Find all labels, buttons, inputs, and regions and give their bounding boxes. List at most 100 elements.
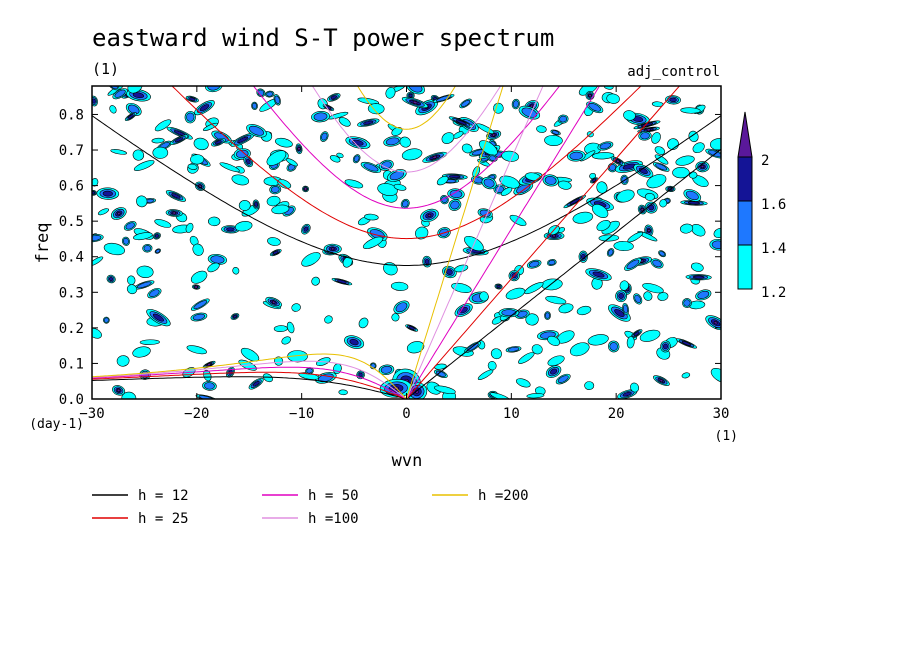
contour-blob bbox=[274, 137, 293, 148]
contour-blob bbox=[569, 151, 584, 161]
contour-blob bbox=[389, 170, 404, 181]
contour-blob bbox=[685, 190, 699, 201]
contour-blob bbox=[627, 231, 644, 243]
y-tick-label: 0.5 bbox=[59, 214, 84, 230]
contour-blob bbox=[435, 95, 452, 102]
contour-blob bbox=[358, 317, 369, 329]
contour-blob bbox=[390, 281, 409, 291]
contour-blob bbox=[588, 102, 601, 112]
contour-blob bbox=[688, 171, 698, 179]
contour-blob bbox=[587, 334, 609, 346]
contour-blob bbox=[489, 392, 511, 399]
contour-blob bbox=[548, 259, 556, 266]
contour-blob bbox=[557, 375, 569, 383]
contour-blob bbox=[357, 97, 380, 105]
contour-blob bbox=[132, 92, 145, 99]
contour-blob bbox=[232, 314, 238, 319]
kelvin-curve bbox=[406, 86, 601, 399]
rossby-curve bbox=[92, 371, 407, 399]
x-tick-label: 30 bbox=[713, 406, 730, 422]
contour-blob bbox=[245, 158, 251, 165]
contour-blob bbox=[240, 347, 260, 362]
contour-blob bbox=[591, 152, 615, 160]
contour-blob bbox=[609, 342, 618, 351]
kelvin-curve bbox=[406, 148, 721, 399]
contour-blob bbox=[306, 368, 313, 374]
y-tick-label: 0.1 bbox=[59, 356, 84, 372]
contour-blob bbox=[92, 328, 102, 339]
contour-blob bbox=[550, 368, 558, 375]
contour-blob bbox=[483, 178, 495, 188]
contour-blob bbox=[599, 142, 612, 150]
rossby-curve bbox=[92, 376, 407, 399]
contour-blob bbox=[478, 140, 498, 156]
contour-blob bbox=[149, 289, 160, 297]
contour-blob bbox=[630, 382, 640, 393]
contour-blob bbox=[336, 152, 344, 159]
legend-label: h =100 bbox=[308, 511, 359, 527]
contour-blob bbox=[190, 270, 208, 284]
contour-blob bbox=[297, 147, 301, 151]
kelvin-curve bbox=[406, 86, 681, 399]
contour-blob bbox=[592, 178, 597, 182]
y-tick-label: 0.6 bbox=[59, 179, 84, 195]
contour-blob bbox=[185, 222, 194, 233]
contour-blob bbox=[377, 183, 398, 196]
contour-blob bbox=[531, 344, 543, 355]
contour-blob bbox=[271, 300, 276, 304]
contour-blob bbox=[647, 229, 651, 233]
contour-blob bbox=[189, 97, 196, 101]
contour-blob bbox=[136, 265, 154, 279]
legend-label: h = 50 bbox=[308, 488, 359, 504]
contour-blob bbox=[415, 226, 429, 240]
contour-blob bbox=[338, 389, 348, 396]
contour-blob bbox=[644, 192, 655, 201]
contour-blob bbox=[252, 380, 260, 387]
contour-blob bbox=[672, 166, 690, 179]
contour-blob bbox=[662, 343, 668, 350]
contour-blob bbox=[544, 176, 557, 185]
contour-blob bbox=[401, 148, 423, 161]
contour-blob bbox=[626, 336, 635, 349]
contour-blob bbox=[393, 183, 407, 191]
contour-blob bbox=[646, 174, 667, 189]
contour-blob bbox=[127, 275, 136, 286]
x-unit-label: (1) bbox=[715, 429, 738, 444]
contour-blob bbox=[155, 234, 159, 238]
x-tick-label: 10 bbox=[503, 406, 520, 422]
axis-ticks: −30 −20 −10 0 10 20 30 0.0 0.1 0.2 0.3 0.4 0.5 0.6 0.7… bbox=[59, 86, 730, 422]
contour-blob bbox=[353, 155, 360, 163]
contour-blob bbox=[252, 102, 258, 109]
contour-blob bbox=[363, 120, 374, 125]
contour-blob bbox=[301, 252, 321, 267]
contour-blob bbox=[103, 242, 125, 256]
contour-blob bbox=[237, 136, 249, 144]
contour-blob bbox=[690, 262, 704, 272]
contour-blob bbox=[427, 213, 432, 217]
contour-blob bbox=[102, 190, 113, 197]
contour-blob bbox=[399, 136, 411, 148]
contour-blob bbox=[154, 219, 172, 228]
run-label: adj_control bbox=[627, 64, 720, 80]
contour-blob bbox=[528, 260, 540, 268]
contour-blob bbox=[114, 89, 126, 98]
contour-blob bbox=[547, 335, 561, 346]
contour-blob bbox=[499, 175, 520, 189]
contour-blob bbox=[680, 107, 701, 114]
contour-blob bbox=[128, 114, 134, 119]
contour-blob bbox=[321, 132, 328, 141]
contour-blob bbox=[596, 181, 608, 194]
contour-blob bbox=[248, 125, 264, 136]
y-tick-label: 0.0 bbox=[59, 392, 84, 408]
contour-blob bbox=[692, 142, 705, 154]
colorbar: 1.2 1.4 1.6 2 bbox=[737, 111, 786, 301]
contour-blob bbox=[349, 338, 359, 346]
contour-blob bbox=[231, 174, 250, 186]
contour-blob bbox=[659, 199, 668, 208]
contour-blob bbox=[655, 163, 668, 171]
contour-blob bbox=[380, 365, 393, 374]
contour-blob bbox=[559, 115, 568, 123]
contour-blob bbox=[385, 86, 396, 99]
contour-blob bbox=[512, 100, 519, 108]
